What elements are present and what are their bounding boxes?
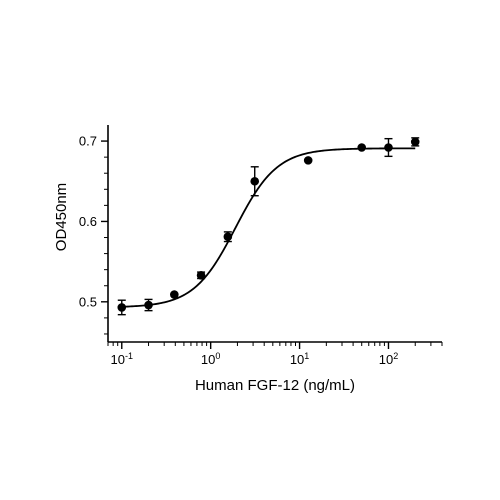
- axes: 10-1 100 101 102 0.5 0.6 0.7: [79, 125, 443, 367]
- data-point: [357, 143, 367, 152]
- x-tick-label: 100: [201, 351, 220, 367]
- data-point: [250, 176, 260, 186]
- x-tick-label: 102: [379, 351, 398, 367]
- y-tick-label: 0.7: [79, 134, 97, 149]
- x-tick-label: 10-1: [111, 351, 133, 367]
- fit-curve: [121, 147, 416, 308]
- data-point: [303, 156, 313, 165]
- data-points-layer: [117, 137, 420, 316]
- data-point: [410, 137, 420, 147]
- data-point: [170, 290, 179, 299]
- x-axis-label: Human FGF-12 (ng/mL): [195, 377, 355, 394]
- data-point: [117, 303, 127, 312]
- fit-curve-layer: [121, 147, 416, 308]
- y-tick-label: 0.6: [79, 214, 97, 229]
- y-tick-label: 0.5: [79, 294, 97, 309]
- data-point: [384, 143, 393, 152]
- data-point: [144, 300, 153, 310]
- x-tick-label: 101: [290, 351, 309, 367]
- data-point: [223, 232, 233, 242]
- y-axis-label: OD450nm: [53, 183, 70, 251]
- data-point: [196, 270, 206, 280]
